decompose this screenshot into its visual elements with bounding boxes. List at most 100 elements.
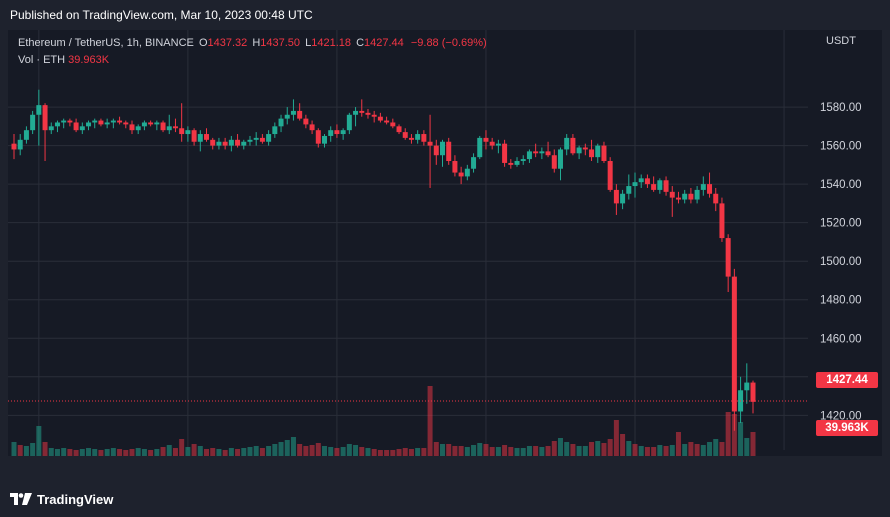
candle-body	[86, 122, 92, 127]
volume-bar	[390, 450, 396, 456]
candle-body	[744, 382, 750, 391]
candle-body	[222, 141, 228, 146]
volume-bar	[135, 448, 141, 456]
candle-body	[278, 118, 284, 127]
volume-bar	[79, 449, 85, 456]
candle-body	[669, 191, 675, 198]
candle-body	[508, 162, 514, 165]
volume-bar	[365, 448, 371, 456]
volume-bar	[675, 432, 681, 456]
volume-bar	[700, 445, 706, 456]
volume-bar	[613, 420, 619, 456]
volume-bar	[657, 445, 663, 456]
volume-bar	[663, 446, 669, 456]
candle-body	[589, 149, 595, 158]
y-tick-label: 1560.00	[820, 141, 862, 153]
volume-bar	[526, 446, 532, 456]
volume-bar	[110, 448, 116, 456]
candle-body	[595, 145, 601, 158]
candle-body	[700, 184, 706, 190]
high-label: H	[252, 37, 261, 49]
candle-body	[228, 139, 234, 146]
volume-bar	[551, 441, 557, 456]
candle-body	[104, 122, 110, 125]
volume-bar	[483, 444, 489, 456]
last-price-badge: 1427.44	[816, 372, 878, 388]
volume-bar	[228, 448, 234, 456]
volume-bar	[222, 450, 228, 456]
candle-body	[23, 130, 29, 140]
y-tick-label: 1520.00	[820, 218, 862, 230]
candle-body	[725, 238, 731, 277]
volume-bar	[36, 426, 42, 456]
chart-pane[interactable]: 1580.00 1560.00 1540.00 1520.00 1500.00 1480.…	[8, 30, 882, 456]
volume-bar	[595, 441, 601, 456]
candle-body	[731, 276, 737, 412]
price-chart[interactable]: 1580.00 1560.00 1540.00 1520.00 1500.00 1480.…	[8, 30, 882, 456]
legend-volume-row: Vol · ETH 39.963K	[18, 52, 487, 69]
tradingview-brand[interactable]: TradingView	[10, 491, 113, 507]
candle-body	[502, 143, 508, 163]
candle-body	[284, 114, 290, 119]
volume-bar	[48, 448, 54, 456]
volume-bar	[408, 449, 414, 456]
volume-bar	[86, 448, 92, 456]
candle-body	[626, 186, 632, 194]
candle-body	[433, 145, 439, 156]
volume-bar	[346, 444, 352, 456]
volume-bar	[92, 449, 98, 456]
volume-bar	[589, 442, 595, 456]
candle-body	[446, 141, 452, 162]
low-label: L	[305, 37, 312, 49]
y-tick-label: 1420.00	[820, 410, 862, 422]
volume-value: 39.963K	[68, 54, 110, 66]
candle-body	[353, 110, 359, 115]
candle-body	[657, 180, 663, 190]
candle-body	[309, 124, 315, 131]
volume-bar	[284, 440, 290, 456]
volume-bar	[744, 438, 750, 456]
volume-bar	[415, 448, 421, 456]
candle-body	[707, 184, 713, 194]
candle-body	[632, 182, 638, 187]
candle-body	[110, 120, 116, 123]
candle-body	[191, 130, 197, 142]
volume-bar	[433, 442, 439, 456]
candle-body	[340, 130, 346, 135]
volume-bar	[191, 444, 197, 456]
volume-bar	[582, 446, 588, 456]
volume-bar	[446, 444, 452, 456]
candle-body	[154, 122, 160, 125]
volume-bar	[247, 447, 253, 456]
candle-body	[520, 159, 526, 162]
volume-bar	[278, 442, 284, 456]
candle-body	[30, 114, 36, 131]
candle-body	[172, 126, 178, 129]
volume-bar	[241, 448, 247, 456]
candle-body	[713, 193, 719, 204]
y-tick-label: 1460.00	[820, 333, 862, 345]
volume-bar	[17, 445, 23, 456]
volume-bar	[303, 446, 309, 456]
volume-label[interactable]: Vol · ETH	[18, 54, 66, 66]
candle-body	[79, 126, 85, 131]
candle-body	[390, 122, 396, 127]
candle-body	[607, 161, 613, 190]
candle-body	[638, 178, 644, 183]
currency-label: USDT	[826, 35, 856, 47]
last-volume-badge: 39.963K	[816, 420, 878, 436]
volume-bar	[557, 438, 563, 456]
symbol-title[interactable]: Ethereum / TetherUS, 1h, BINANCE	[18, 37, 194, 49]
volume-bar	[235, 449, 241, 456]
candle-body	[675, 197, 681, 200]
open-value: 1437.32	[207, 37, 248, 49]
candle-body	[204, 134, 210, 140]
candle-body	[694, 189, 700, 200]
candle-body	[539, 151, 545, 154]
volume-bar	[353, 445, 359, 456]
candle-body	[247, 139, 253, 142]
candle-body	[123, 122, 129, 125]
candle-body	[396, 126, 402, 133]
volume-bar	[632, 444, 638, 456]
open-label: O	[198, 37, 208, 49]
